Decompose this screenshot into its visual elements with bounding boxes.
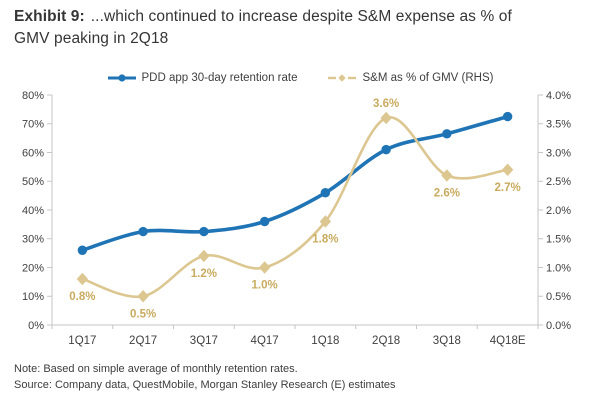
x-axis-label: 4Q17 xyxy=(251,335,279,347)
y-axis-left-label: 60% xyxy=(22,147,44,159)
y-axis-left-label: 50% xyxy=(22,176,44,188)
y-axis-left-label: 80% xyxy=(22,90,44,102)
retention-line-marker-icon xyxy=(107,74,136,82)
retention-data-point xyxy=(199,226,209,237)
sm-gmv-data-label: 1.0% xyxy=(252,280,278,292)
sm-gmv-data-point xyxy=(380,111,392,125)
y-axis-right-label: 2.5% xyxy=(546,176,571,188)
sm-gmv-data-point xyxy=(501,163,514,176)
sm-gmv-data-point xyxy=(198,249,210,263)
sm-gmv-series-line xyxy=(81,116,509,299)
legend-item-retention: PDD app 30-day retention rate xyxy=(107,72,298,84)
sm-gmv-data-label: 1.8% xyxy=(312,234,338,246)
y-axis-left-label: 20% xyxy=(22,262,44,274)
y-axis-right-label: 1.5% xyxy=(546,234,571,246)
exhibit-label: Exhibit 9: xyxy=(14,8,85,25)
source-text: Source: Company data, QuestMobile, Morga… xyxy=(14,379,396,391)
exhibit-title-line2: GMV peaking in 2Q18 xyxy=(14,30,169,47)
x-axis-label: 2Q18 xyxy=(372,335,400,347)
y-axis-left-label: 10% xyxy=(22,291,44,303)
sm-gmv-data-label: 2.7% xyxy=(495,182,521,194)
x-axis-label: 2Q17 xyxy=(129,335,157,347)
x-axis-label: 4Q18E xyxy=(490,335,526,347)
sm-gmv-data-point xyxy=(319,215,332,228)
y-axis-right-label: 3.5% xyxy=(546,119,571,131)
note-text: Note: Based on simple average of monthly… xyxy=(14,363,298,375)
retention-data-point xyxy=(259,216,270,227)
sm-gmv-data-label: 2.6% xyxy=(434,188,460,200)
y-axis-right-label: 1.0% xyxy=(546,262,571,274)
y-axis-right-label: 0.5% xyxy=(546,291,571,303)
sm-gmv-data-label: 3.6% xyxy=(373,98,399,110)
sm-gmv-data-label: 0.8% xyxy=(69,291,95,303)
y-axis-right-label: 4.0% xyxy=(546,90,571,102)
exhibit-title-text: ...which continued to increase despite S… xyxy=(90,8,512,25)
x-axis-label: 3Q18 xyxy=(433,335,461,347)
retention-data-point xyxy=(77,245,88,255)
y-axis-left-label: 30% xyxy=(22,234,44,246)
sm-gmv-data-point xyxy=(258,261,271,274)
sm-gmv-data-label: 0.5% xyxy=(130,308,156,320)
retention-data-point xyxy=(502,111,513,122)
y-axis-left-label: 70% xyxy=(22,119,44,131)
sm-gmv-data-label: 1.2% xyxy=(191,268,217,280)
retention-data-point xyxy=(381,144,391,155)
exhibit-title: Exhibit 9: ...which continued to increase… xyxy=(14,6,562,50)
legend-label-sm-gmv: S&M as % of GMV (RHS) xyxy=(362,72,494,84)
x-axis-label: 1Q17 xyxy=(68,335,96,347)
legend-label-retention: PDD app 30-day retention rate xyxy=(141,72,298,84)
y-axis-right-label: 2.0% xyxy=(546,205,571,217)
sm-gmv-line-marker-icon xyxy=(328,74,357,82)
x-axis-label: 3Q17 xyxy=(190,335,218,347)
retention-data-point xyxy=(138,226,148,237)
y-axis-left-label: 0% xyxy=(28,320,44,332)
retention-data-point xyxy=(320,188,331,198)
x-axis-label: 1Q18 xyxy=(311,335,339,347)
legend-item-sm-gmv: S&M as % of GMV (RHS) xyxy=(327,72,493,84)
y-axis-right-label: 0.0% xyxy=(546,320,571,332)
chart-legend: PDD app 30-day retention rate S&M as % o… xyxy=(0,70,600,86)
sm-gmv-data-point xyxy=(137,290,149,303)
sm-gmv-data-point xyxy=(76,272,89,286)
chart-footnotes: Note: Based on simple average of monthly… xyxy=(14,361,586,393)
retention-data-point xyxy=(442,129,452,139)
y-axis-right-label: 3.0% xyxy=(546,147,571,159)
y-axis-left-label: 40% xyxy=(22,205,44,217)
retention-series-line xyxy=(80,114,510,253)
sm-gmv-data-point xyxy=(441,169,453,182)
